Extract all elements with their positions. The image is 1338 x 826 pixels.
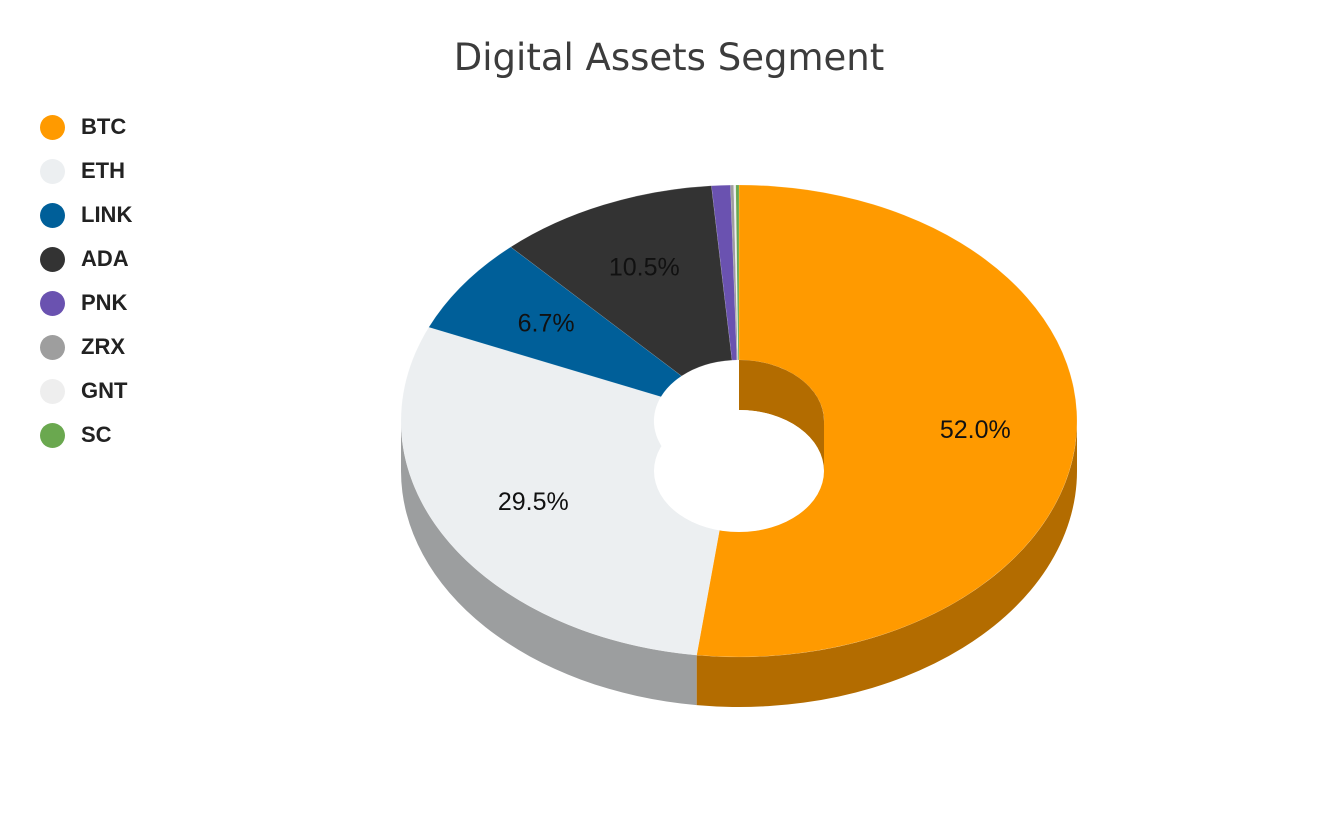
legend-swatch-gnt xyxy=(40,378,65,404)
legend-label-zrx: ZRX xyxy=(81,334,125,359)
legend-label-link: LINK xyxy=(81,202,133,227)
data-label-ada: 10.5% xyxy=(609,253,680,281)
legend-label-pnk: PNK xyxy=(81,290,128,315)
legend-swatch-pnk xyxy=(40,290,65,316)
legend-item-pnk[interactable]: PNK xyxy=(40,281,132,325)
data-label-link: 6.7% xyxy=(518,309,575,337)
legend-item-gnt[interactable]: GNT xyxy=(40,369,132,413)
legend-swatch-zrx xyxy=(40,334,65,360)
chart-title: Digital Assets Segment xyxy=(453,36,885,79)
depth-wall-btc xyxy=(696,421,1077,708)
legend-label-btc: BTC xyxy=(81,114,127,139)
pie-top-layer xyxy=(400,184,1078,658)
legend-swatch-btc xyxy=(40,114,65,140)
slice-gnt[interactable] xyxy=(733,184,739,361)
legend-item-link[interactable]: LINK xyxy=(40,193,132,237)
legend-swatch-sc xyxy=(40,422,65,448)
slice-link[interactable] xyxy=(428,246,683,398)
data-label-layer: 52.0% 29.5% 6.7% 10.5% xyxy=(498,253,1011,515)
slice-zrx[interactable] xyxy=(730,184,738,361)
legend-item-ada[interactable]: ADA xyxy=(40,237,132,281)
legend-label-ada: ADA xyxy=(81,246,129,271)
legend-item-eth[interactable]: ETH xyxy=(40,149,132,193)
legend: BTC ETH LINK ADA PNK ZRX GNT SC xyxy=(40,105,132,457)
pie-depth-layer xyxy=(401,421,1077,708)
data-label-eth: 29.5% xyxy=(498,488,569,516)
legend-item-sc[interactable]: SC xyxy=(40,413,132,457)
legend-swatch-eth xyxy=(40,158,65,184)
legend-label-sc: SC xyxy=(81,422,112,447)
legend-label-eth: ETH xyxy=(81,158,125,183)
pie-inner-wall-layer xyxy=(654,360,824,532)
slice-ada[interactable] xyxy=(510,185,733,377)
data-label-btc: 52.0% xyxy=(940,416,1011,444)
legend-item-zrx[interactable]: ZRX xyxy=(40,325,132,369)
donut-hole xyxy=(654,410,824,532)
legend-label-gnt: GNT xyxy=(81,378,128,403)
legend-item-btc[interactable]: BTC xyxy=(40,105,132,149)
depth-wall-eth xyxy=(401,421,697,706)
legend-swatch-link xyxy=(40,202,65,228)
legend-swatch-ada xyxy=(40,246,65,272)
inner-wall-btc xyxy=(739,360,824,471)
